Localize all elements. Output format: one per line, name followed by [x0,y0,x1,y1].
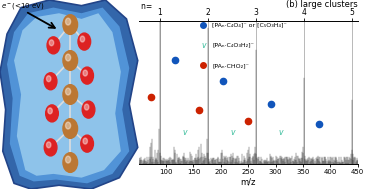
Text: (b) large clusters: (b) large clusters [286,0,358,9]
Circle shape [63,119,78,138]
Text: v: v [231,128,235,137]
Circle shape [65,18,71,25]
Text: v: v [182,128,187,137]
Circle shape [63,15,78,34]
Text: [PAₙ·C₄O₄]⁻ or [C₅O₃H₄]⁻: [PAₙ·C₄O₄]⁻ or [C₅O₃H₄]⁻ [212,23,287,28]
Polygon shape [0,0,138,189]
Circle shape [81,135,93,152]
Circle shape [46,76,51,82]
Circle shape [84,104,89,110]
Circle shape [83,138,88,144]
Circle shape [63,85,78,104]
Text: [PAₙ·CHO₂]⁻: [PAₙ·CHO₂]⁻ [212,63,249,68]
X-axis label: m/z: m/z [241,177,256,186]
Text: v: v [279,128,283,137]
Text: v: v [201,41,205,50]
Circle shape [65,88,71,95]
Circle shape [46,105,58,122]
Circle shape [81,67,93,84]
Polygon shape [14,13,121,178]
Circle shape [49,40,54,46]
Circle shape [80,36,85,42]
Text: $e^-$(<10 eV): $e^-$(<10 eV) [1,1,45,11]
Circle shape [82,101,95,118]
Circle shape [46,142,51,148]
Circle shape [48,108,52,114]
Circle shape [78,33,91,50]
Circle shape [65,54,71,61]
Polygon shape [7,8,129,183]
Circle shape [44,73,57,90]
Circle shape [47,37,60,54]
Circle shape [65,156,71,163]
Text: n=: n= [141,2,154,12]
Text: [PAₙ·C₄O₃H₂]⁻: [PAₙ·C₄O₃H₂]⁻ [212,43,254,48]
Circle shape [44,139,57,156]
Circle shape [63,51,78,70]
Circle shape [83,70,88,76]
Circle shape [63,153,78,172]
Circle shape [65,122,71,129]
